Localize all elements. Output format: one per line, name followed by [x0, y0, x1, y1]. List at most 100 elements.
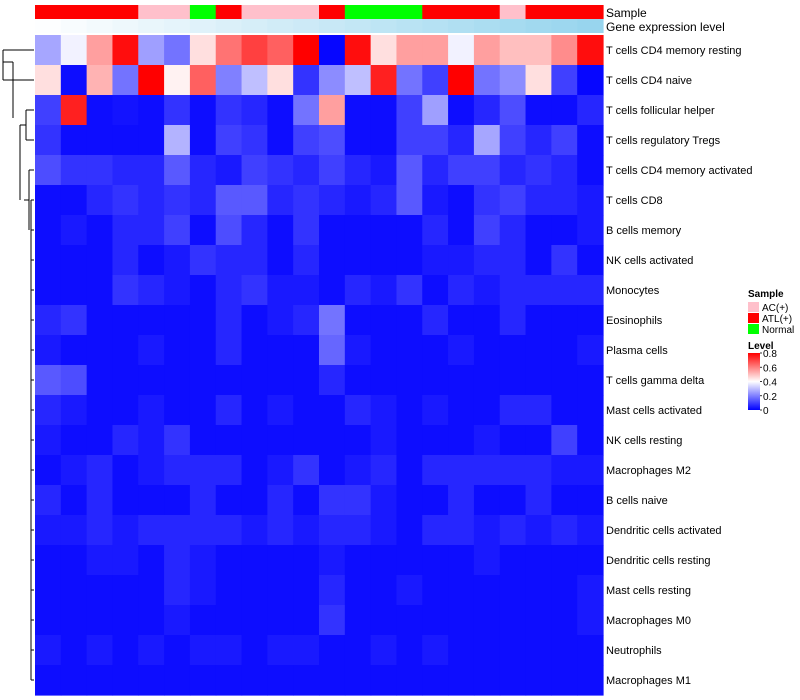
sample-annotation-cell [396, 5, 423, 19]
heatmap-cell [189, 545, 217, 576]
heatmap-cell [319, 455, 346, 486]
sample-annotation-cell [319, 5, 346, 19]
heatmap-cell [396, 305, 423, 336]
sample-annotation-cell [112, 5, 139, 19]
heatmap-cell [164, 245, 191, 276]
heatmap-cell [35, 245, 62, 276]
heatmap-cell [164, 485, 191, 516]
heatmap-cell [86, 575, 114, 606]
heatmap-cell [448, 605, 475, 636]
heatmap-cell [35, 515, 62, 546]
heatmap-cell [319, 335, 346, 366]
heatmap-cell [215, 305, 243, 336]
heatmap-cell [60, 215, 88, 246]
heatmap-cell [189, 365, 217, 396]
heatmap-cell [370, 65, 398, 96]
heatmap-cell [112, 635, 139, 666]
heatmap-cell [35, 455, 62, 486]
heatmap-cell [267, 365, 294, 396]
gene-expression-annotation-cell [189, 19, 217, 33]
heatmap-cell [499, 395, 527, 426]
heatmap-cell [448, 665, 475, 696]
heatmap-cell [112, 365, 139, 396]
heatmap-cell [448, 95, 475, 126]
heatmap-cell [344, 665, 372, 696]
heatmap-cell [473, 395, 501, 426]
heatmap-cell [370, 155, 398, 186]
heatmap-cell [35, 635, 62, 666]
heatmap-cell [396, 605, 423, 636]
heatmap-cell [448, 485, 475, 516]
heatmap-cell [164, 515, 191, 546]
sample-annotation-bar [35, 5, 604, 19]
gene-expression-annotation-cell [319, 19, 346, 33]
heatmap-cell [577, 95, 604, 126]
heatmap-cell [319, 605, 346, 636]
heatmap-cell [86, 365, 114, 396]
heatmap-cell [448, 455, 475, 486]
heatmap-cell [448, 65, 475, 96]
heatmap-cell [267, 305, 294, 336]
legend-level-title: Level [748, 341, 774, 352]
heatmap-cell [86, 605, 114, 636]
heatmap-cell [448, 35, 475, 66]
heatmap-cell [422, 275, 449, 306]
gene-expression-annotation-cell [396, 19, 423, 33]
heatmap-cell [422, 455, 449, 486]
heatmap-cell [138, 95, 165, 126]
heatmap-cell [293, 65, 320, 96]
heatmap-cell [35, 215, 62, 246]
heatmap-cell [448, 335, 475, 366]
heatmap-cell [473, 605, 501, 636]
heatmap-cell [499, 365, 527, 396]
heatmap-cell [189, 95, 217, 126]
heatmap-cell [525, 665, 552, 696]
heatmap-cell [241, 485, 268, 516]
heatmap-cell [499, 635, 527, 666]
heatmap-cell [422, 335, 449, 366]
heatmap-cell [499, 185, 527, 216]
heatmap-cell [370, 35, 398, 66]
heatmap-cell [215, 485, 243, 516]
heatmap-cell [551, 335, 578, 366]
heatmap-cell [35, 545, 62, 576]
heatmap-cell [422, 545, 449, 576]
legend-level-tick-label: 0.6 [763, 363, 777, 374]
heatmap-cell [473, 35, 501, 66]
heatmap-cells [35, 35, 604, 696]
heatmap-cell [396, 515, 423, 546]
heatmap-cell [422, 515, 449, 546]
heatmap-cell [551, 305, 578, 336]
heatmap-cell [293, 275, 320, 306]
sample-annotation-label: Sample [606, 6, 647, 20]
heatmap-cell [35, 185, 62, 216]
heatmap-cell [241, 545, 268, 576]
gene-expression-annotation-bar [35, 19, 604, 33]
heatmap-cell [344, 455, 372, 486]
heatmap-cell [525, 485, 552, 516]
heatmap-cell [293, 365, 320, 396]
heatmap-cell [370, 125, 398, 156]
heatmap-cell [215, 215, 243, 246]
heatmap-cell [293, 665, 320, 696]
heatmap-cell [112, 605, 139, 636]
sample-annotation-cell [267, 5, 294, 19]
heatmap-cell [60, 305, 88, 336]
heatmap-cell [60, 575, 88, 606]
row-label: B cells naive [606, 495, 668, 507]
heatmap-cell [112, 305, 139, 336]
heatmap-cell [138, 575, 165, 606]
heatmap-cell [319, 245, 346, 276]
heatmap-cell [473, 95, 501, 126]
heatmap-cell [241, 455, 268, 486]
heatmap-cell [344, 185, 372, 216]
heatmap-cell [164, 665, 191, 696]
heatmap-cell [86, 305, 114, 336]
row-label: NK cells resting [606, 435, 682, 447]
heatmap-cell [86, 425, 114, 456]
heatmap-cell [319, 185, 346, 216]
heatmap-cell [448, 575, 475, 606]
gene-expression-annotation-cell [35, 19, 62, 33]
heatmap-cell [344, 425, 372, 456]
heatmap-cell [319, 545, 346, 576]
